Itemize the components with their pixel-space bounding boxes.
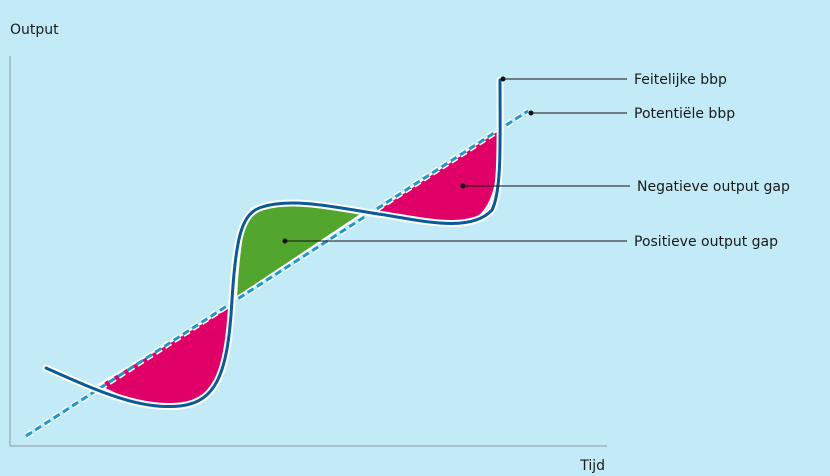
legend-callouts: Feitelijke bbp Potentiële bbp Negatieve … (282, 72, 790, 250)
axes: Output Tijd (9, 22, 607, 474)
actual-gdp-curve (44, 78, 502, 409)
actual-gdp-line (42, 76, 504, 411)
potential-gdp-line (24, 108, 530, 439)
negative-gap-label: Negatieve output gap (637, 179, 790, 195)
x-axis-label: Tijd (579, 458, 605, 474)
positive-gap-label: Positieve output gap (634, 234, 778, 250)
positive-gap-area (234, 203, 365, 300)
actual-gdp-label: Feitelijke bbp (634, 72, 727, 88)
potential-gdp-dash (25, 109, 529, 438)
potential-gdp-label: Potentiële bbp (634, 106, 735, 122)
y-axis-label: Output (10, 22, 59, 38)
gap-areas (96, 128, 500, 407)
